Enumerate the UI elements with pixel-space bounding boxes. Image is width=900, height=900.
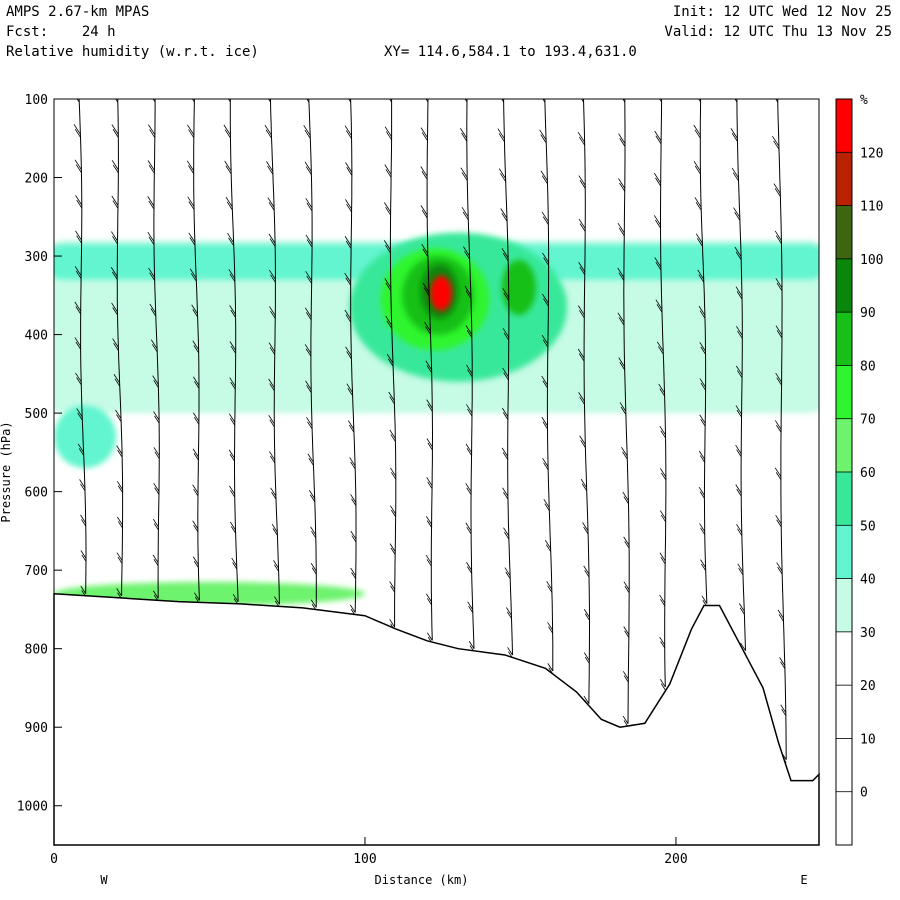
west-label: W [100,873,108,887]
colorbar-swatch [836,418,852,472]
y-tick-label: 400 [25,329,48,344]
wind-profile [186,99,200,604]
y-axis-label: Pressure (hPa) [0,421,13,522]
x-axis-label: Distance (km) [375,873,469,887]
colorbar-tick-label: 70 [860,413,876,428]
colorbar-tick-label: 20 [860,679,876,694]
humidity-field [54,232,819,606]
wind-profile [344,99,357,616]
colorbar-tick-label: 0 [860,786,868,801]
humidity-region [501,259,537,315]
colorbar-tick-label: 90 [860,306,876,321]
wind-profile [147,99,160,602]
wind-profile [383,99,397,631]
wind-profile [539,99,554,675]
colorbar-swatch [836,99,852,153]
x-tick-label: 0 [50,852,58,867]
forecast-hour: Fcst: 24 h [6,24,116,40]
wind-profile [693,99,708,607]
wind-profile [110,99,124,600]
humidity-region [54,405,117,469]
wind-profile [653,99,667,691]
y-tick-label: 800 [25,643,48,658]
colorbar-tick-label: 80 [860,359,876,374]
wind-barbs [73,99,787,763]
plot-frame [53,98,820,846]
colorbar-swatch [836,578,852,632]
wind-profile [73,99,87,597]
colorbar-swatch [836,472,852,526]
field-name: Relative humidity (w.r.t. ice) [6,44,259,60]
y-tick-label: 200 [25,172,48,187]
wind-profile [617,99,630,727]
colorbar-tick-label: 110 [860,200,883,215]
wind-profile [730,99,746,654]
colorbar-swatch [836,312,852,366]
colorbar-swatch [836,365,852,419]
valid-time: Valid: 12 UTC Thu 13 Nov 25 [664,24,892,40]
colorbar-unit: % [860,93,868,108]
wind-profile [303,99,317,611]
colorbar-tick-label: 40 [860,573,876,588]
colorbar-tick-label: 120 [860,146,883,161]
y-tick-label: 900 [25,721,48,736]
humidity-region [430,275,453,312]
colorbar-swatch [836,258,852,313]
y-tick-label: 700 [25,564,48,579]
terrain-outline [53,592,820,846]
wind-profile [264,99,280,608]
colorbar-tick-label: 100 [860,253,883,268]
wind-profile [460,99,475,652]
init-time: Init: 12 UTC Wed 12 Nov 25 [672,4,892,20]
cross-section-endpoints: XY= 114.6,584.1 to 193.4,631.0 [384,44,637,60]
x-tick-label: 100 [353,852,376,867]
y-tick-label: 1000 [17,800,48,815]
colorbar-tick-label: 10 [860,732,876,747]
model-title: AMPS 2.67-km MPAS [6,4,150,20]
colorbar-tick-label: 30 [860,626,876,641]
y-tick-label: 500 [25,407,48,422]
colorbar-swatch [836,205,852,259]
colorbar: 0 10 20 30 40 50 60 70 80 90 100 110 120% [835,93,883,846]
wind-profile [577,99,590,707]
y-tick-label: 600 [25,486,48,501]
wind-profile [223,99,239,606]
colorbar-tick-label: 50 [860,519,876,534]
colorbar-swatch [836,152,852,206]
colorbar-tick-label: 60 [860,466,876,481]
y-tick-label: 300 [25,250,48,265]
colorbar-swatch [836,525,852,579]
east-label: E [800,873,807,887]
wind-profile [772,99,787,763]
x-tick-label: 200 [664,852,687,867]
wind-profile [420,99,434,644]
y-tick-label: 100 [25,93,48,108]
wind-profile [497,99,513,659]
